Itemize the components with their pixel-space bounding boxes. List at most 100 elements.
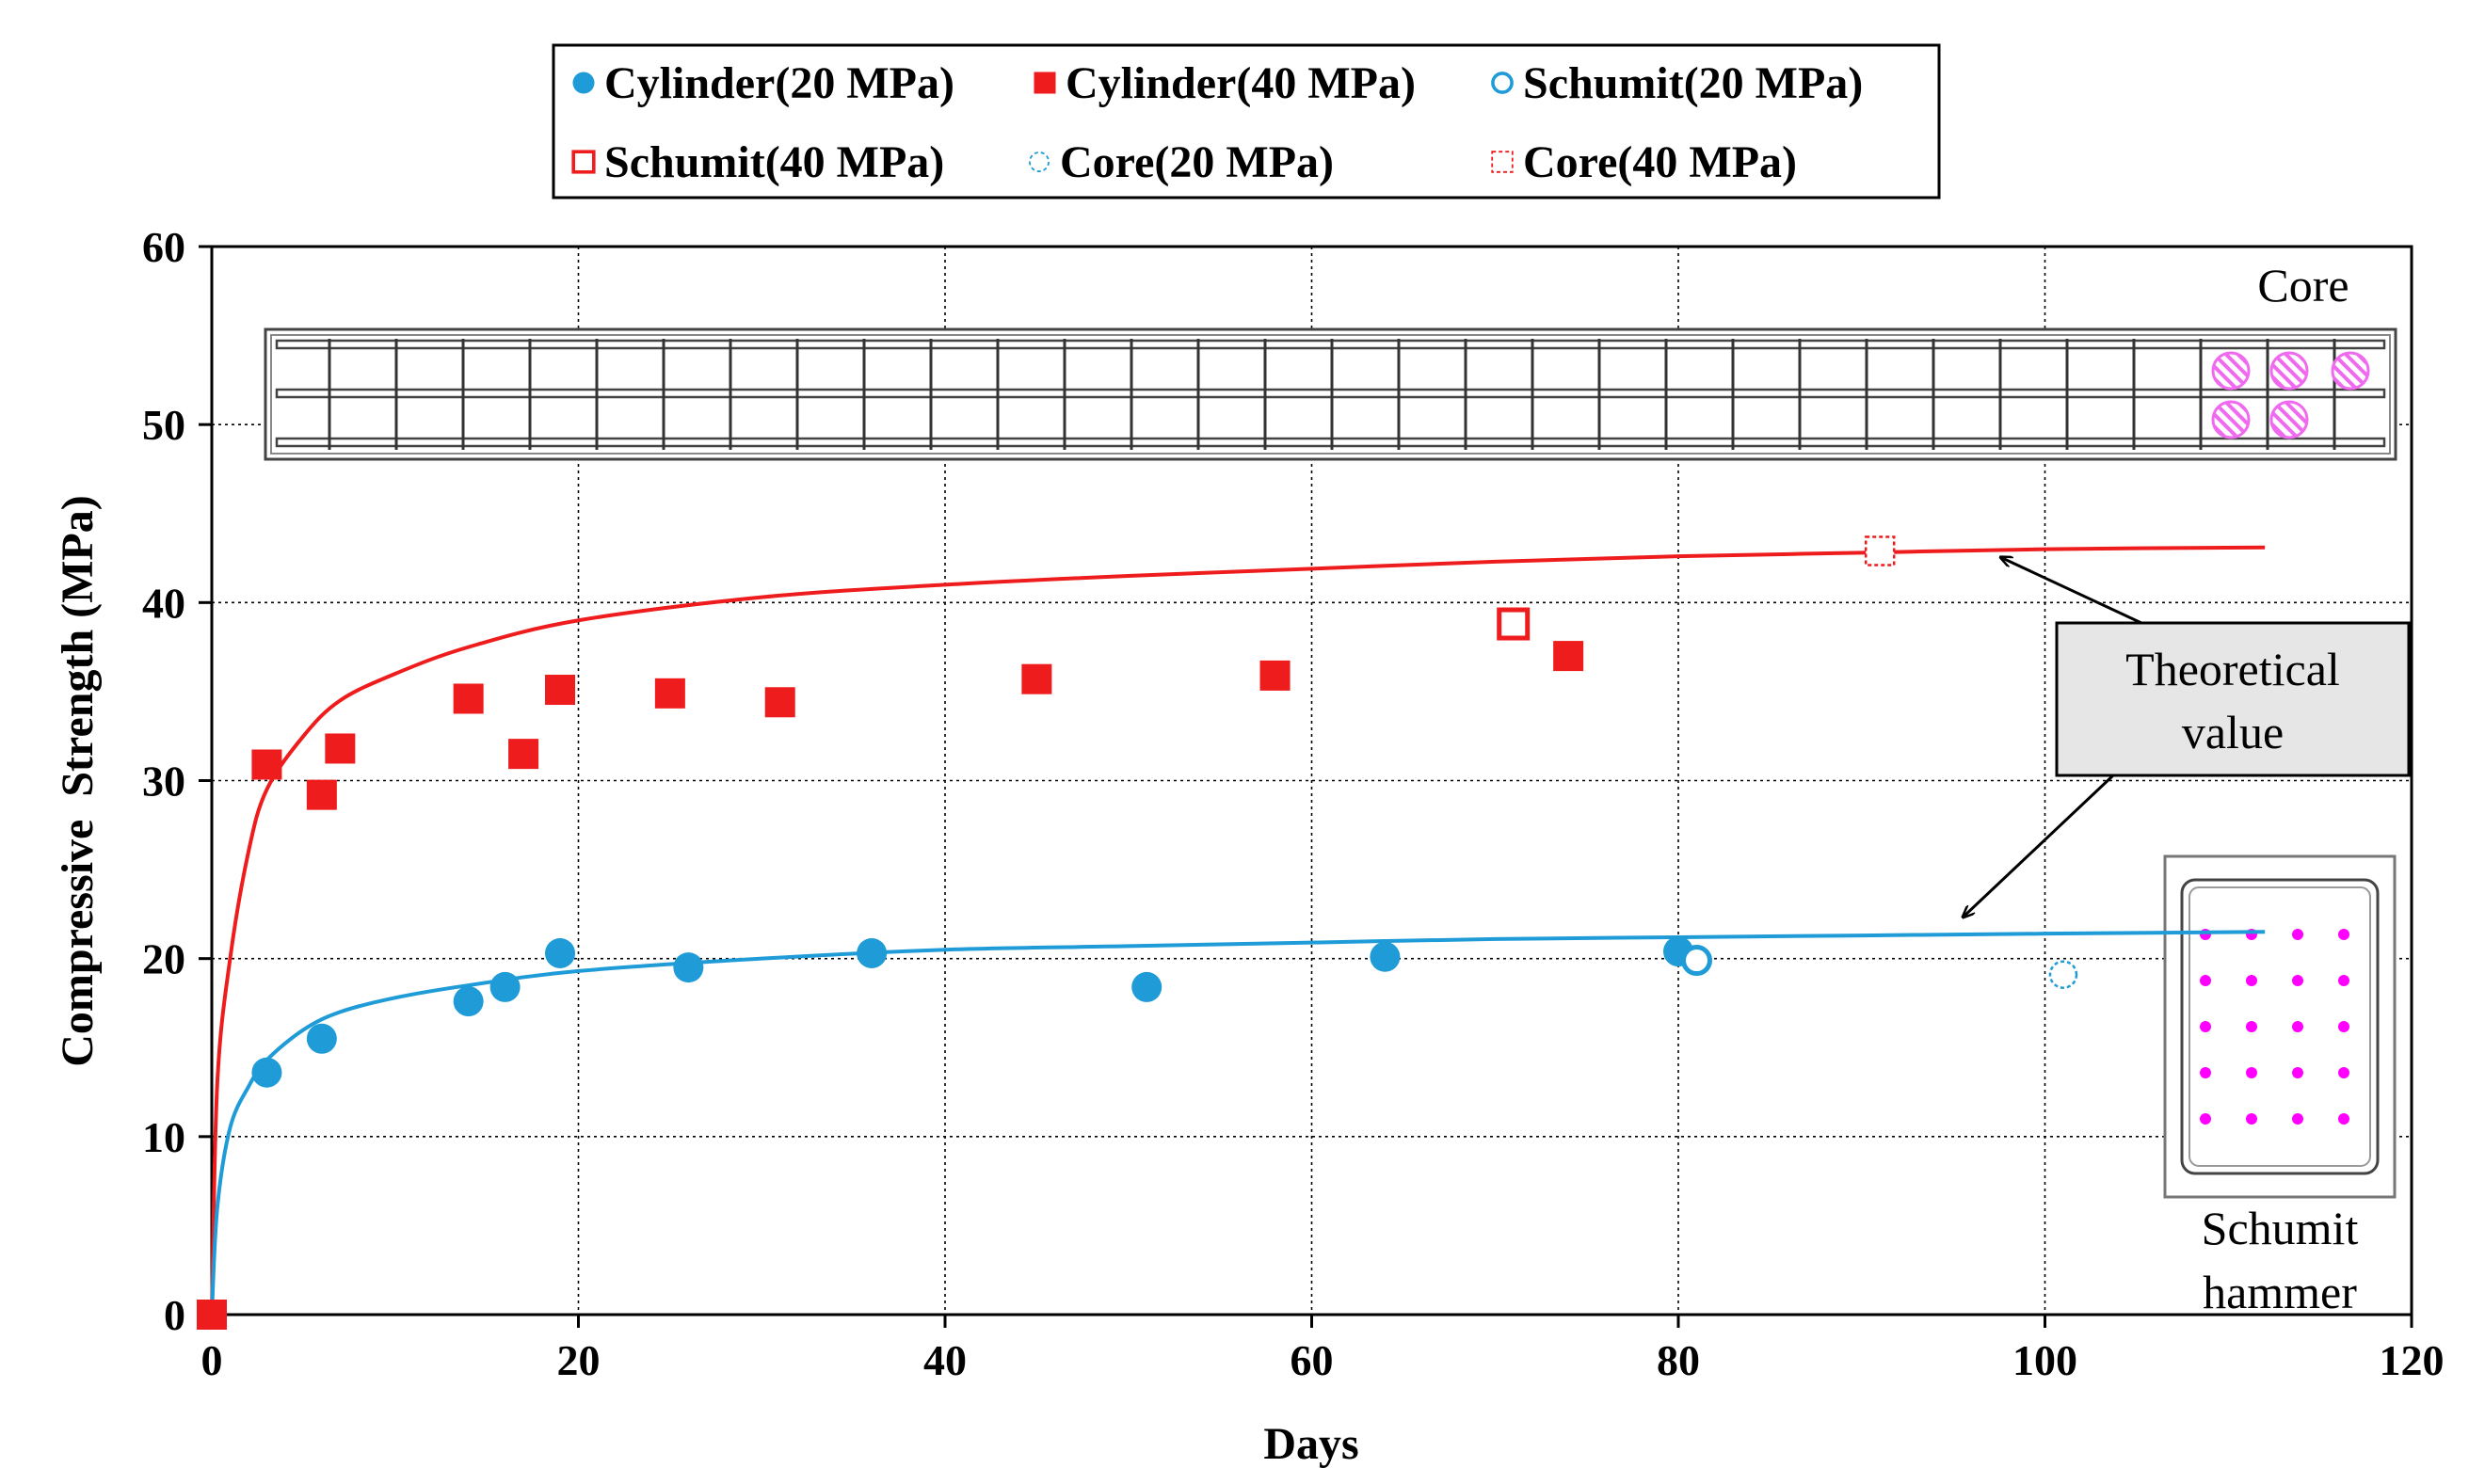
core-hole [2331, 351, 2370, 391]
data-point-series-1 [1553, 641, 1584, 672]
data-point-series-1 [654, 678, 685, 709]
legend-marker [572, 72, 595, 94]
core-hole [2211, 400, 2251, 439]
theoretical-label-line2: value [2182, 706, 2284, 758]
x-tick-label: 100 [2012, 1336, 2077, 1384]
schumit-test-point [2200, 975, 2211, 986]
x-tick-label: 40 [923, 1336, 967, 1384]
data-point-series-3 [1497, 607, 1531, 641]
schumit-test-point [2246, 975, 2257, 986]
x-tick-label: 80 [1657, 1336, 1700, 1384]
schumit-test-point [2338, 1067, 2349, 1078]
y-tick-label: 10 [142, 1113, 185, 1161]
legend-marker [1491, 151, 1514, 173]
data-point-series-1 [325, 733, 356, 764]
y-tick-label: 30 [142, 758, 185, 806]
x-tick-label: 0 [201, 1336, 223, 1384]
x-tick-label: 60 [1291, 1336, 1334, 1384]
data-point-series-0 [251, 1057, 282, 1088]
data-point-series-0 [1370, 941, 1401, 972]
legend-label: Schumit(20 MPa) [1523, 58, 1863, 108]
schumit-outer-box [2163, 854, 2397, 1199]
legend-box [552, 43, 1941, 199]
data-point-series-0 [489, 971, 521, 1002]
data-point-series-5 [1864, 535, 1896, 566]
schumit-test-point [2246, 1113, 2257, 1125]
beam-diagram-inset: Core [264, 259, 2397, 461]
legend-label: Core(40 MPa) [1523, 137, 1797, 187]
schumit-test-point [2246, 1021, 2257, 1032]
data-point-series-1 [306, 779, 337, 810]
beam-stirrups [328, 339, 2336, 450]
schumit-test-point [2292, 1113, 2303, 1125]
theoretical-value-annotation: Theoretical value [1963, 557, 2411, 918]
core-sample-holes [2211, 351, 2370, 439]
schumit-test-point [2338, 929, 2349, 940]
legend-marker [1034, 72, 1056, 94]
schumit-test-point [2338, 1113, 2349, 1125]
schumit-test-point [2200, 1113, 2211, 1125]
schumit-test-point [2292, 1067, 2303, 1078]
data-point-series-1 [545, 675, 576, 706]
x-tick-label: 20 [557, 1336, 601, 1384]
schumit-specimen-inner [2188, 886, 2371, 1167]
data-point-series-0 [545, 937, 576, 968]
data-point-series-0 [673, 952, 704, 983]
legend-label: Schumit(40 MPa) [604, 137, 944, 187]
y-tick-label: 0 [164, 1291, 185, 1339]
beam-inner-outline [270, 334, 2391, 455]
legend-label: Cylinder(40 MPa) [1066, 58, 1416, 108]
data-point-series-1 [251, 749, 282, 780]
data-point-series-4 [2048, 960, 2078, 989]
data-point-series-1 [764, 687, 795, 718]
schumit-label-line2: hammer [2203, 1266, 2357, 1318]
schumit-test-points [2200, 929, 2349, 1125]
theoretical-label-line1: Theoretical [2125, 643, 2340, 695]
data-point-series-1 [1021, 663, 1052, 694]
y-tick-label: 40 [142, 579, 185, 627]
schumit-test-point [2338, 1021, 2349, 1032]
core-hole [2269, 351, 2309, 391]
legend: Cylinder(20 MPa) Cylinder(40 MPa) Schumit(… [552, 43, 1941, 199]
y-tick-label: 20 [142, 935, 185, 983]
core-label: Core [2257, 259, 2349, 311]
data-point-series-0 [1131, 971, 1162, 1002]
y-tick-label: 50 [142, 401, 185, 449]
schumit-test-point [2292, 1021, 2303, 1032]
arrow-to-blue-curve [1963, 774, 2115, 918]
legend-marker [1491, 72, 1514, 94]
core-hole [2211, 351, 2251, 391]
core-hole [2269, 400, 2309, 439]
schumit-test-point [2292, 929, 2303, 940]
x-tick-label: 120 [2380, 1336, 2445, 1384]
x-axis-title: Days [1263, 1419, 1358, 1469]
schumit-label-line1: Schumit [2202, 1202, 2359, 1254]
data-point-series-0 [857, 937, 888, 968]
legend-marker [1029, 152, 1050, 172]
data-point-series-1 [1259, 660, 1291, 691]
schumit-test-point [2200, 1067, 2211, 1078]
axis-ticks: 0 20 40 60 80 100 120 0 10 20 30 40 50 60 [142, 223, 2445, 1384]
data-point-series-0 [453, 986, 484, 1017]
arrow-to-red-curve [2000, 557, 2142, 625]
schumit-test-point [2338, 975, 2349, 986]
legend-label: Core(20 MPa) [1060, 137, 1334, 187]
y-axis-title: Compressive Strength (MPa) [53, 495, 103, 1066]
legend-marker [571, 150, 596, 174]
theoretical-curves [210, 545, 2266, 1316]
data-point-series-0 [306, 1023, 337, 1054]
schumit-test-point [2246, 1067, 2257, 1078]
data-point-series-1 [197, 1300, 227, 1330]
data-point-series-1 [508, 739, 539, 770]
schumit-test-point [2292, 975, 2303, 986]
schumit-test-point [2200, 1021, 2211, 1032]
schumit-hammer-inset: Schumit hammer [2163, 854, 2397, 1318]
theoretical-curve [210, 545, 2266, 1316]
data-point-series-1 [453, 683, 484, 714]
data-points [197, 535, 2078, 1330]
theoretical-label-box [2055, 621, 2411, 777]
legend-label: Cylinder(20 MPa) [604, 58, 954, 108]
schumit-specimen-outline [2180, 878, 2380, 1175]
y-tick-label: 60 [142, 223, 185, 271]
